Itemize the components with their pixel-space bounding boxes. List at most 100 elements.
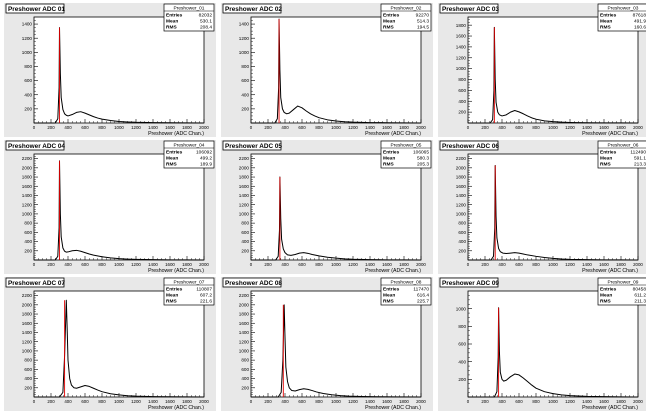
x-tick-label: 200 <box>47 125 55 130</box>
x-tick-label: 0 <box>467 399 470 404</box>
stats-label-mean: Mean <box>383 293 395 299</box>
y-tick-label: 1200 <box>456 202 467 207</box>
stats-value-entries: 92270 <box>416 13 430 19</box>
x-tick-label: 2000 <box>633 399 643 404</box>
x-tick-label: 2000 <box>199 399 209 404</box>
stats-label-entries: Entries <box>383 13 400 19</box>
y-tick-label: 1600 <box>456 184 467 189</box>
x-tick-label: 1400 <box>365 262 375 267</box>
stats-value-rms: 211.3 <box>634 299 646 305</box>
stats-name: Preshower_07 <box>174 280 205 286</box>
stats-value-entries: 106065 <box>413 150 429 156</box>
x-tick-label: 600 <box>298 399 306 404</box>
x-tick-label: 1000 <box>331 399 341 404</box>
stats-name: Preshower_08 <box>391 280 422 286</box>
plot-frame <box>250 16 422 124</box>
stats-value-entries: 112490 <box>630 150 646 156</box>
y-tick-label: 1000 <box>456 212 467 217</box>
y-tick-label: 800 <box>24 221 32 226</box>
stats-value-rms: 194.5 <box>417 25 429 31</box>
y-tick-label: 800 <box>458 77 466 82</box>
title-box <box>439 3 499 14</box>
stats-label-mean: Mean <box>600 156 612 162</box>
histogram-series <box>468 165 639 261</box>
x-tick-label: 2000 <box>633 125 643 130</box>
x-tick-label: 1800 <box>616 399 626 404</box>
x-tick-label: 0 <box>33 262 36 267</box>
x-axis-label: Preshower (ADC Chan.) <box>582 268 638 274</box>
y-tick-label: 1200 <box>22 202 33 207</box>
y-tick-label: 200 <box>24 248 32 253</box>
stats-label-rms: RMS <box>166 25 177 31</box>
x-tick-label: 1200 <box>131 399 141 404</box>
y-tick-label: 400 <box>241 239 249 244</box>
x-axis-label: Preshower (ADC Chan.) <box>582 405 638 411</box>
panel-title: Preshower ADC 08 <box>222 277 282 288</box>
x-tick-label: 200 <box>264 399 272 404</box>
y-tick-label: 600 <box>24 367 32 372</box>
x-tick-label: 200 <box>481 399 489 404</box>
stats-box-border <box>380 3 432 32</box>
panel-title: Preshower ADC 06 <box>439 140 499 151</box>
panel-title: Preshower ADC 09 <box>439 277 499 288</box>
plot-frame <box>467 153 639 261</box>
x-tick-label: 0 <box>250 399 253 404</box>
y-tick-label: 600 <box>458 230 466 235</box>
x-tick-label: 200 <box>47 399 55 404</box>
y-tick-label: 400 <box>241 376 249 381</box>
y-tick-label: 2200 <box>239 156 250 161</box>
x-tick-label: 600 <box>81 125 89 130</box>
x-tick-label: 800 <box>315 262 323 267</box>
x-axis-label: Preshower (ADC Chan.) <box>365 268 421 274</box>
y-tick-label: 200 <box>458 377 466 382</box>
x-tick-label: 2000 <box>416 399 426 404</box>
x-tick-label: 2000 <box>416 125 426 130</box>
x-tick-label: 1800 <box>616 262 626 267</box>
stats-box-border <box>163 277 215 306</box>
x-tick-label: 1400 <box>365 125 375 130</box>
x-tick-label: 1400 <box>582 399 592 404</box>
x-axis-label: Preshower (ADC Chan.) <box>148 405 204 411</box>
x-tick-label: 800 <box>315 399 323 404</box>
x-tick-label: 1200 <box>565 262 575 267</box>
x-tick-label: 400 <box>64 399 72 404</box>
x-tick-label: 1600 <box>382 262 392 267</box>
title-box <box>439 277 499 288</box>
title-box <box>5 140 65 151</box>
y-tick-label: 200 <box>24 385 32 390</box>
title-text: Preshower ADC 04 <box>8 143 65 150</box>
title-text: Preshower ADC 05 <box>225 143 282 150</box>
y-tick-label: 1000 <box>239 349 250 354</box>
y-tick-label: 600 <box>458 342 466 347</box>
x-tick-label: 0 <box>467 125 470 130</box>
stats-value-mean: 530.1 <box>200 19 212 25</box>
x-tick-label: 1800 <box>616 125 626 130</box>
x-tick-label: 1000 <box>548 125 558 130</box>
x-tick-label: 1400 <box>148 399 158 404</box>
stats-value-mean: 580.3 <box>417 156 429 162</box>
stats-box-border <box>380 277 432 306</box>
stats-label-rms: RMS <box>166 299 177 305</box>
y-tick-label: 400 <box>458 99 466 104</box>
x-tick-label: 1800 <box>182 125 192 130</box>
stats-label-mean: Mean <box>600 293 612 299</box>
stats-value-rms: 208.4 <box>200 25 212 31</box>
x-tick-label: 400 <box>281 399 289 404</box>
y-tick-label: 1800 <box>239 175 250 180</box>
x-tick-label: 200 <box>264 125 272 130</box>
histogram-series <box>251 176 422 261</box>
y-tick-label: 1600 <box>22 184 33 189</box>
stats-label-mean: Mean <box>166 19 178 25</box>
x-tick-label: 1800 <box>399 125 409 130</box>
stats-name: Preshower_01 <box>174 6 205 12</box>
stats-value-rms: 160.6 <box>634 25 646 31</box>
x-tick-label: 1800 <box>182 262 192 267</box>
y-tick-label: 2200 <box>22 293 33 298</box>
